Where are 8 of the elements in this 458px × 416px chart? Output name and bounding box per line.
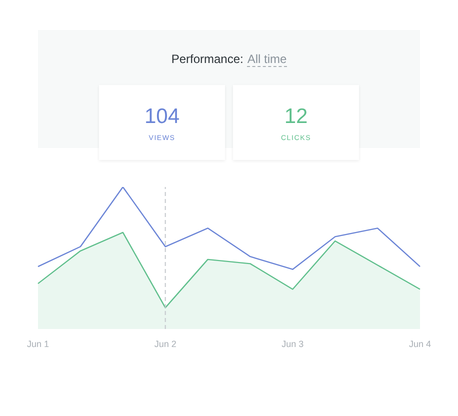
text: 12 bbox=[283, 105, 309, 129]
x-tick-label: Jun 1 bbox=[26, 339, 50, 349]
x-tick-label: Jun 4 bbox=[408, 339, 432, 349]
x-tick-label: Jun 3 bbox=[282, 339, 304, 349]
text: 104 bbox=[143, 105, 181, 129]
x-tick-label: Jun 2 bbox=[154, 339, 176, 349]
chart-title: Performance: bbox=[171, 52, 244, 66]
chart-subtitle: All time bbox=[247, 52, 287, 67]
